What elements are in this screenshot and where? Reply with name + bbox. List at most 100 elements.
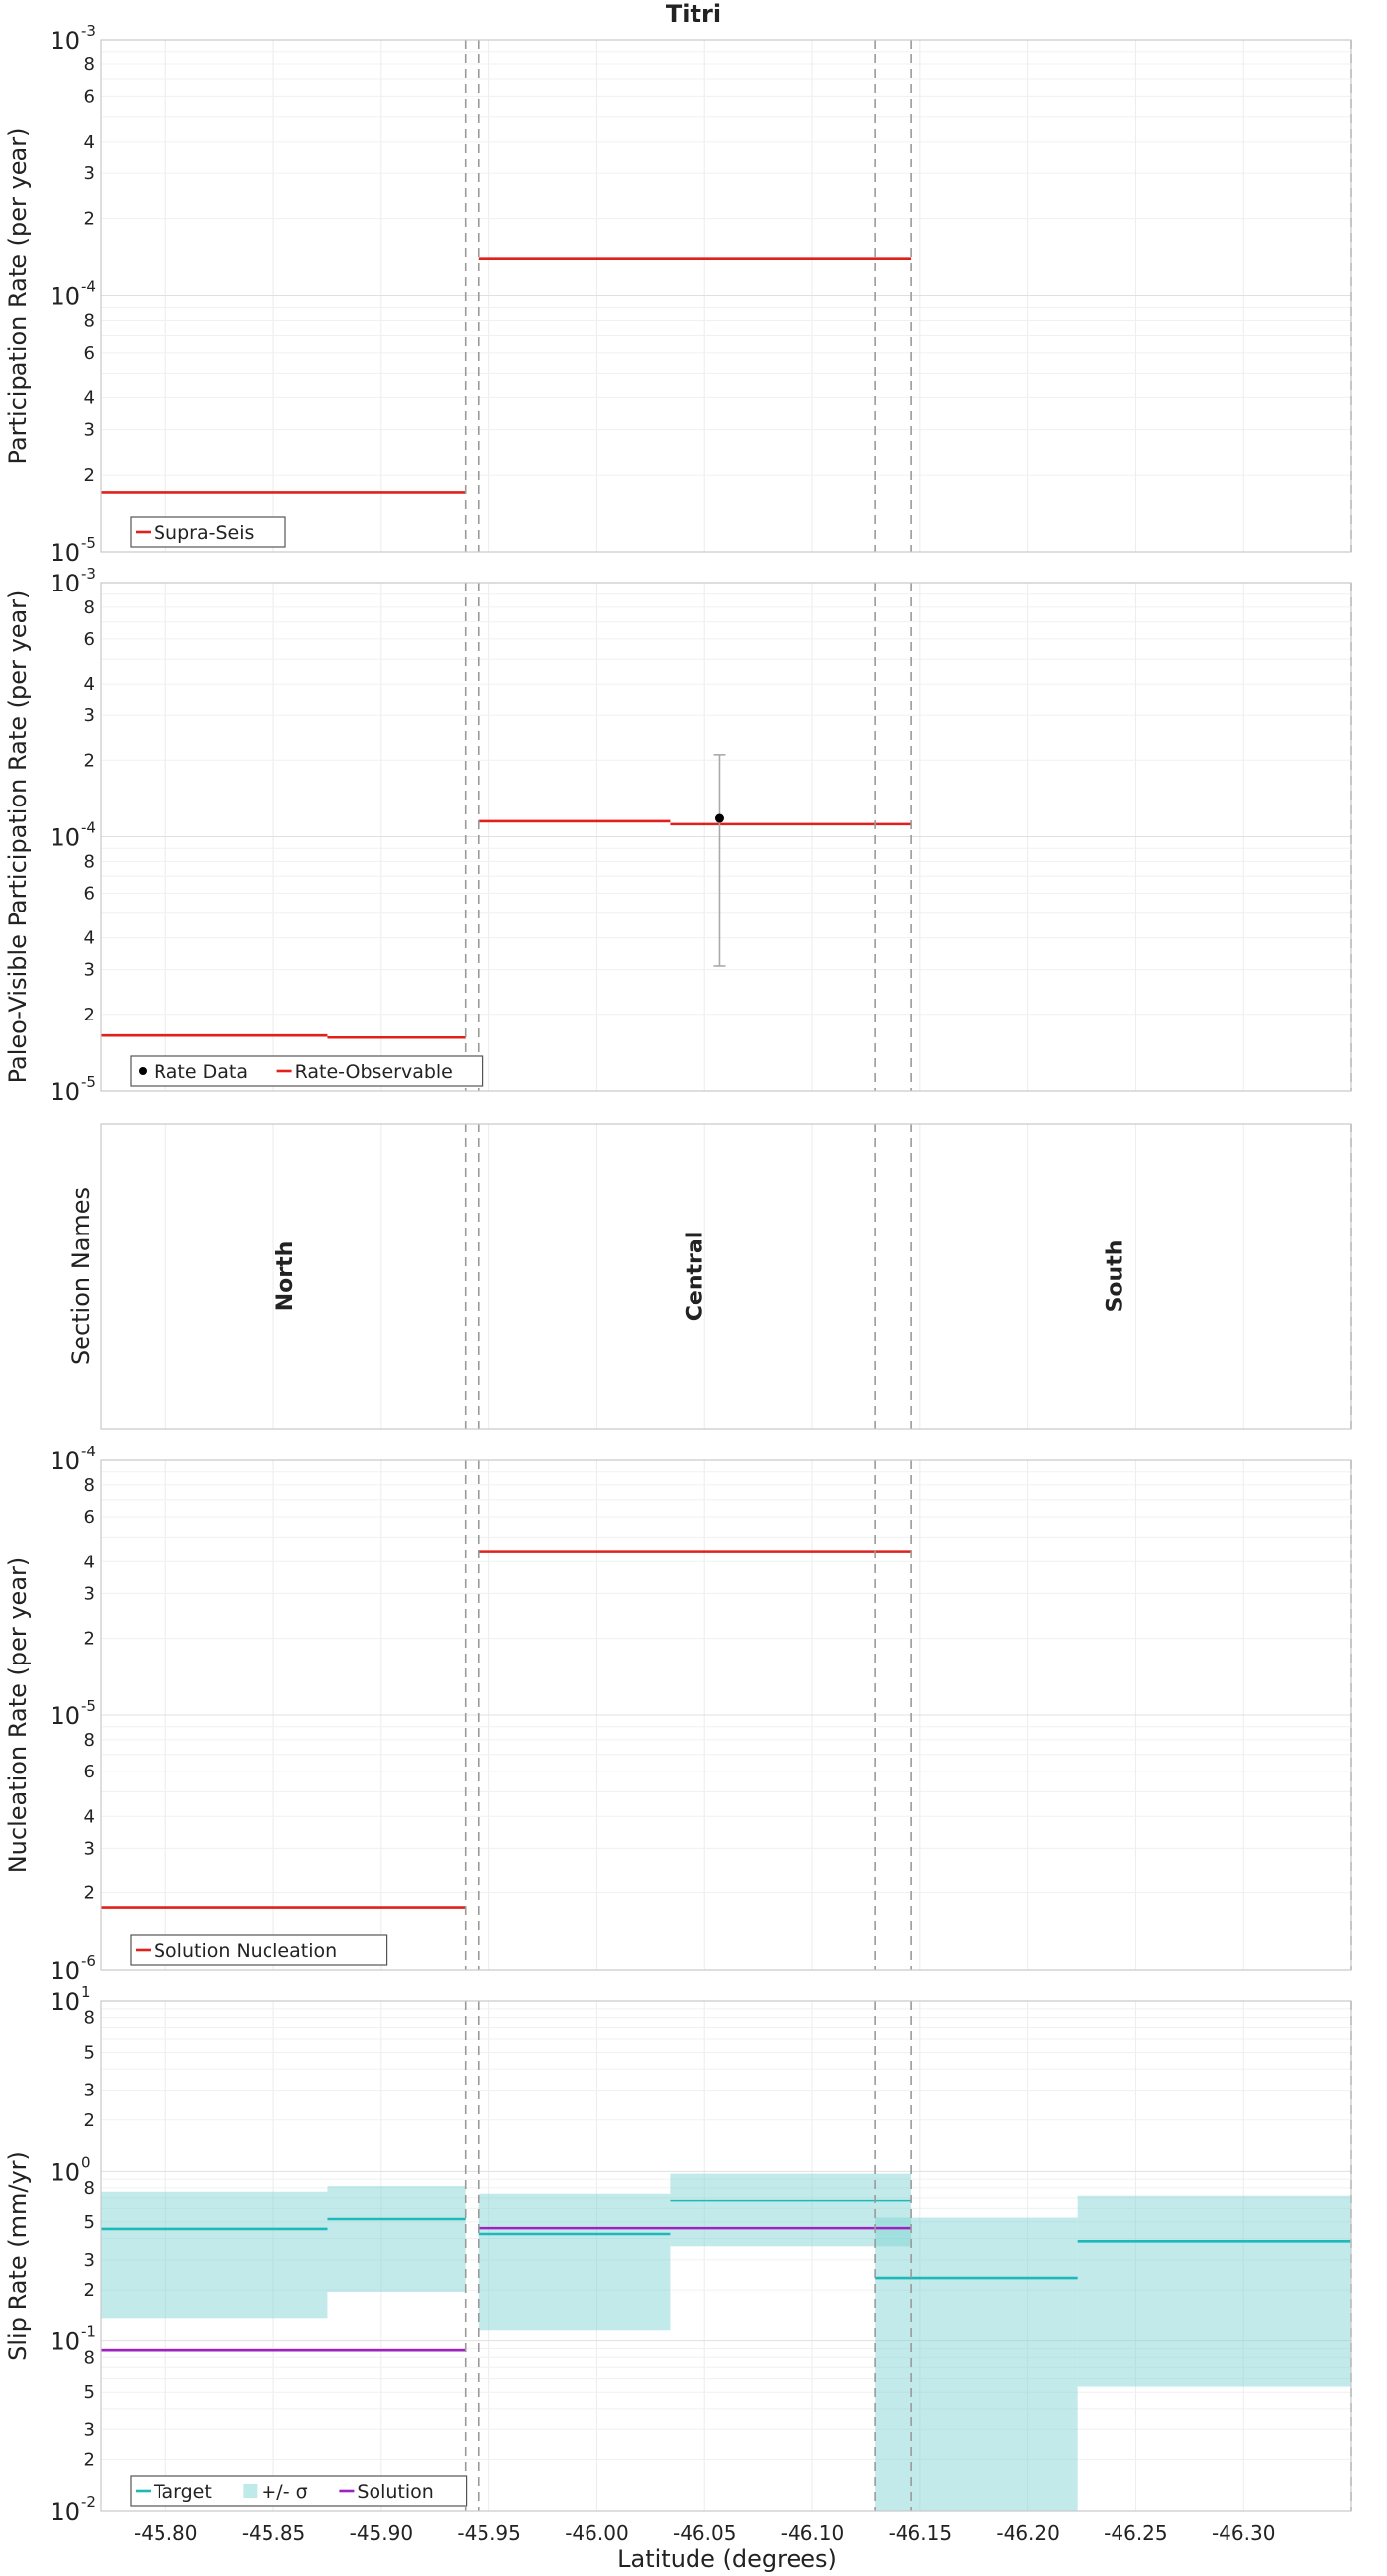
- y-tick-exponent: -4: [81, 278, 96, 296]
- y-tick-exponent: 0: [81, 2153, 91, 2171]
- panel-frame: [100, 2000, 1352, 2512]
- y-tick-label: 10: [50, 570, 80, 597]
- panel-frame: [100, 582, 1352, 1092]
- y-tick-label: 10: [50, 2158, 80, 2186]
- y-axis-label-participation: Participation Rate (per year): [4, 128, 32, 465]
- legend-label: Supra-Seis: [154, 522, 254, 544]
- legend-label: Target: [153, 2481, 212, 2503]
- legend-nucleation: Solution Nucleation: [130, 1934, 388, 1966]
- y-tick-label: 8: [84, 311, 95, 332]
- error-bar: [713, 754, 726, 967]
- sigma-band: [327, 2186, 466, 2292]
- legend-swatch: [243, 2484, 258, 2498]
- y-tick-label: 3: [84, 960, 95, 981]
- chart-title: Titri: [666, 0, 721, 28]
- y-tick-label: 6: [84, 86, 95, 107]
- y-axis-label-nucleation: Nucleation Rate (per year): [4, 1557, 32, 1874]
- y-tick-label: 2: [84, 2280, 95, 2301]
- y-tick-exponent: -5: [81, 534, 96, 552]
- y-tick-label: 3: [84, 1838, 95, 1859]
- y-tick-label: 6: [84, 343, 95, 364]
- y-tick-label: 8: [84, 54, 95, 75]
- x-tick-label: -46.00: [565, 2522, 628, 2545]
- y-tick-exponent: -2: [81, 2493, 96, 2511]
- y-tick-label: 2: [84, 1629, 95, 1650]
- y-tick-label: 10: [50, 283, 80, 311]
- y-tick-label: 4: [84, 928, 95, 949]
- y-tick-label: 2: [84, 1883, 95, 1904]
- x-tick-label: -45.90: [350, 2522, 413, 2545]
- x-axis-label: Latitude (degrees): [617, 2545, 837, 2573]
- legend-paleo: Rate Data Rate-Observable: [130, 1055, 484, 1087]
- y-tick-label: 8: [84, 1730, 95, 1751]
- y-tick-label: 2: [84, 2449, 95, 2470]
- y-tick-label: 10: [50, 27, 80, 54]
- x-tick-label: -45.80: [134, 2522, 197, 2545]
- y-tick-exponent: -4: [81, 1443, 96, 1460]
- y-tick-label: 4: [84, 387, 95, 408]
- y-tick-label: 6: [84, 1762, 95, 1782]
- sigma-band: [1077, 2195, 1351, 2387]
- y-tick-label: 3: [84, 2081, 95, 2101]
- y-tick-label: 6: [84, 629, 95, 650]
- sigma-band: [670, 2173, 912, 2247]
- y-tick-label: 5: [84, 2212, 95, 2233]
- legend-label: Rate Data: [154, 1061, 248, 1083]
- y-tick-label: 8: [84, 2008, 95, 2029]
- section-name-central: Central: [683, 1232, 707, 1321]
- legend-label: Solution Nucleation: [154, 1940, 337, 1962]
- legend-box: [130, 516, 286, 548]
- y-tick-label: 8: [84, 2178, 95, 2199]
- legend-participation: Supra-Seis: [130, 516, 286, 548]
- y-tick-label: 10: [50, 824, 80, 852]
- y-tick-label: 8: [84, 597, 95, 618]
- y-tick-exponent: -5: [81, 1073, 96, 1091]
- section-name-south: South: [1104, 1240, 1128, 1313]
- y-tick-label: 10: [50, 1448, 80, 1475]
- grid-nucleation: [101, 1460, 1351, 1971]
- y-tick-label: 4: [84, 132, 95, 153]
- grid-slip: [101, 2001, 1351, 2512]
- rate-data-point: [714, 813, 724, 823]
- y-tick-label: 10: [50, 1988, 80, 2016]
- y-tick-label: 4: [84, 1552, 95, 1572]
- panel-frame: [100, 1459, 1352, 1971]
- y-tick-exponent: -1: [81, 2323, 96, 2341]
- grid-paleo: [101, 583, 1351, 1092]
- legend-box: [130, 1055, 484, 1087]
- y-tick-label: 6: [84, 883, 95, 904]
- x-tick-label: -46.30: [1212, 2522, 1275, 2545]
- plot-area-participation: [101, 257, 912, 494]
- sigma-band: [478, 2193, 671, 2331]
- plot-area-paleo: [101, 819, 912, 1039]
- grid-sections: [164, 1124, 1244, 1429]
- y-tick-label: 2: [84, 2110, 95, 2131]
- y-tick-label: 4: [84, 674, 95, 695]
- plot-area-nucleation: [101, 1550, 912, 1909]
- y-tick-label: 4: [84, 1806, 95, 1827]
- legend-label: +/- σ: [261, 2481, 307, 2503]
- x-tick-label: -46.20: [996, 2522, 1059, 2545]
- y-tick-exponent: -6: [81, 1952, 96, 1970]
- x-tick-label: -46.05: [673, 2522, 736, 2545]
- y-tick-label: 5: [84, 2043, 95, 2064]
- y-tick-label: 10: [50, 1957, 80, 1985]
- y-tick-label: 8: [84, 2347, 95, 2368]
- panel-sections: North Central South Section Names: [67, 1123, 1352, 1430]
- x-tick-label: -45.85: [242, 2522, 305, 2545]
- y-axis-label-slip: Slip Rate (mm/yr): [4, 2151, 32, 2361]
- legend-swatch: [139, 1067, 147, 1075]
- legend-slip: Target +/- σ Solution: [130, 2475, 468, 2507]
- y-tick-label: 10: [50, 539, 80, 567]
- y-axis-label-sections: Section Names: [67, 1187, 95, 1365]
- y-tick-label: 6: [84, 1507, 95, 1528]
- y-tick-label: 3: [84, 163, 95, 184]
- y-tick-label: 8: [84, 1475, 95, 1496]
- y-tick-label: 3: [84, 1583, 95, 1604]
- x-tick-label: -46.15: [889, 2522, 952, 2545]
- y-tick-exponent: -4: [81, 819, 96, 837]
